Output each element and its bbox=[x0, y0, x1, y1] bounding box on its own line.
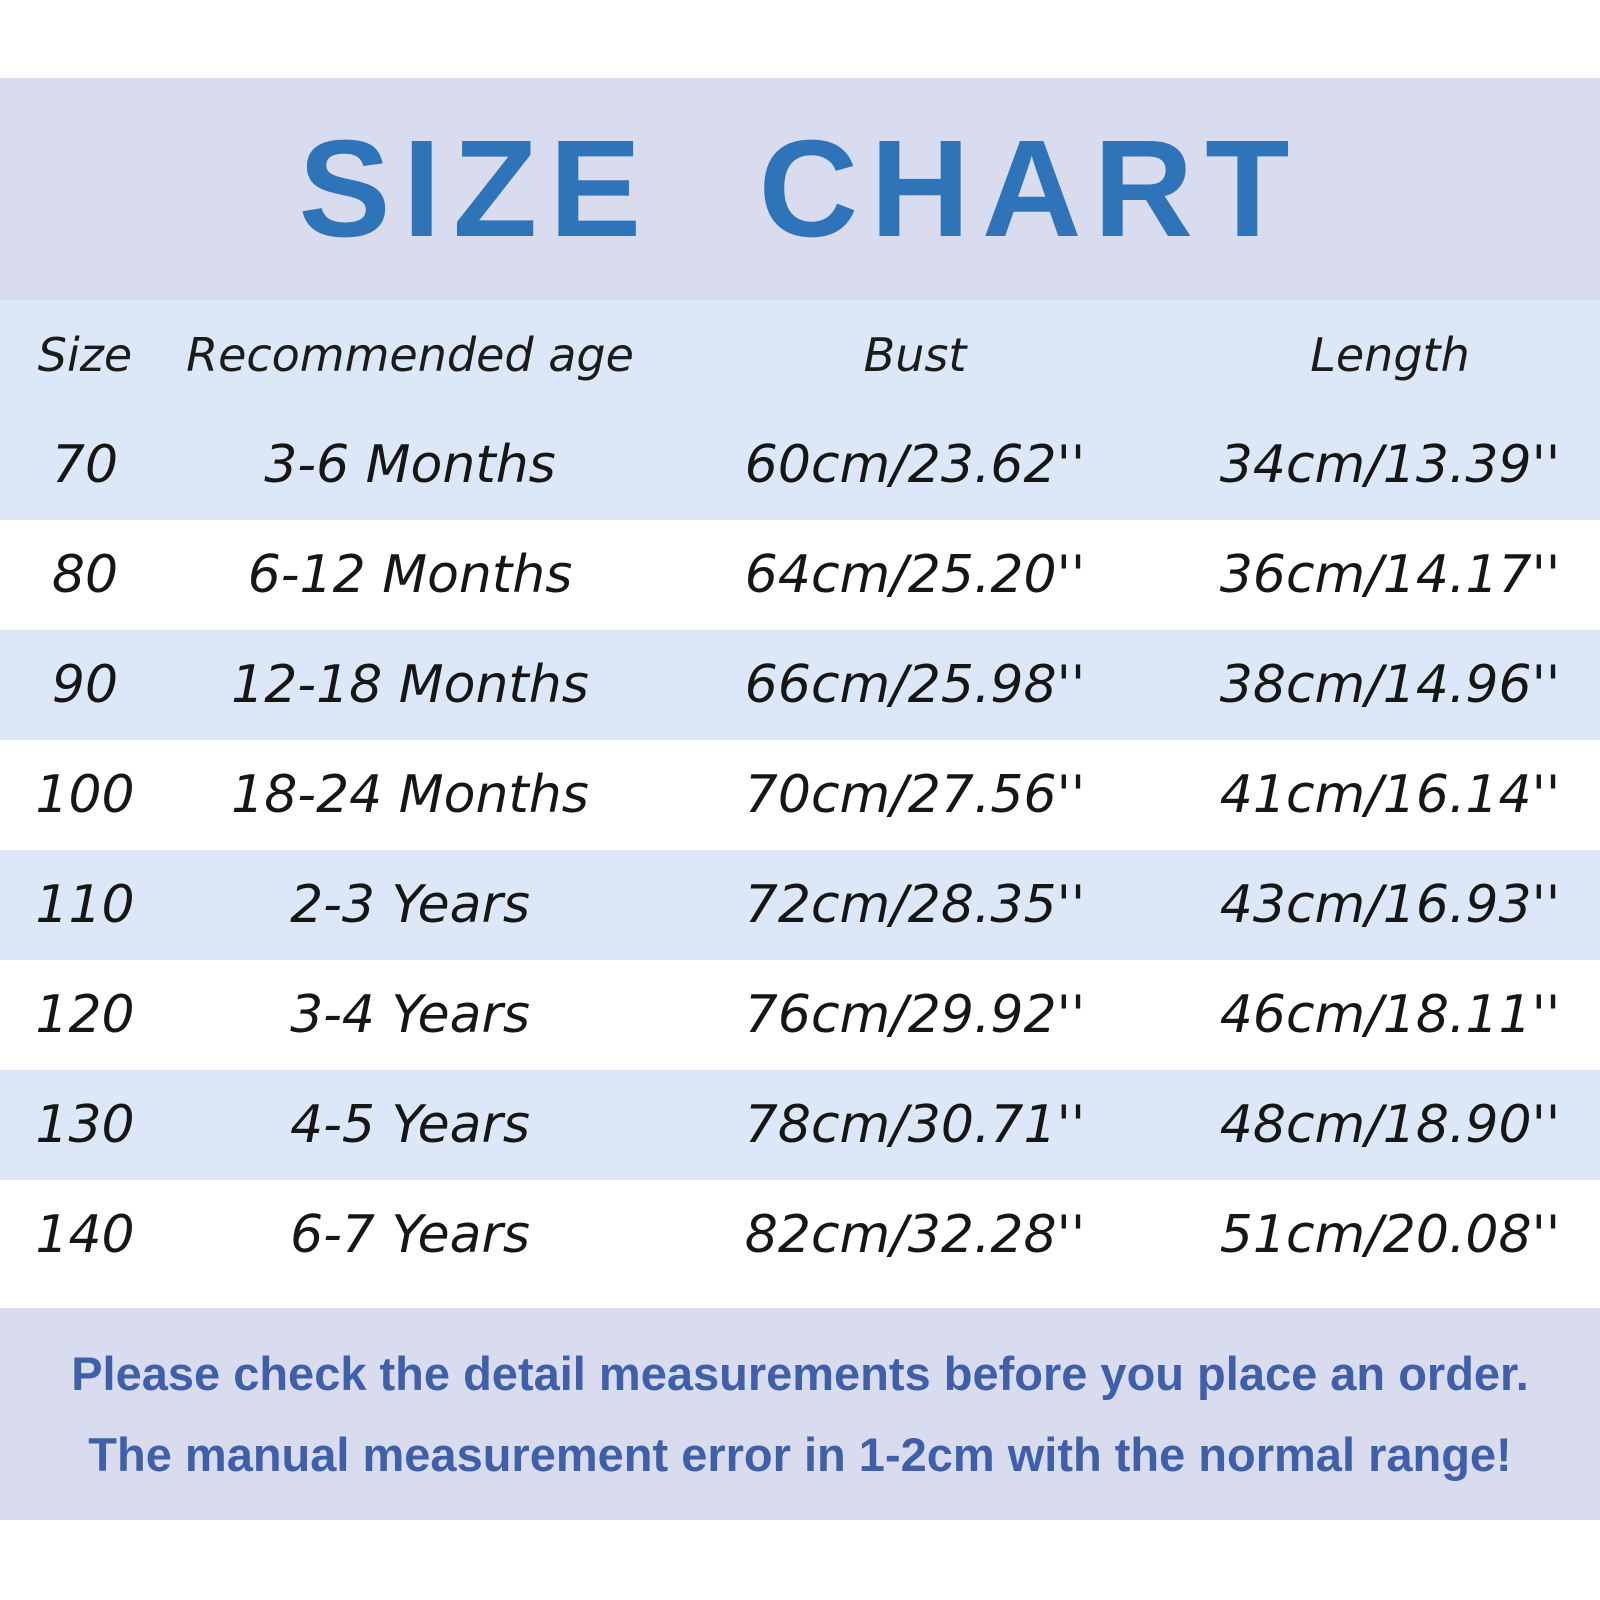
footer-note: Please check the detail measurements bef… bbox=[0, 1308, 1600, 1520]
bust-cell: 72cm/28.35'' bbox=[744, 875, 1086, 935]
length-cell: 43cm/16.93'' bbox=[1219, 875, 1561, 935]
table-row: 130 4-5 Years 78cm/30.71'' 48cm/18.90'' bbox=[0, 1070, 1600, 1180]
size-cell: 130 bbox=[35, 1095, 135, 1155]
size-cell: 70 bbox=[51, 435, 119, 495]
table-row: 140 6-7 Years 82cm/32.28'' 51cm/20.08'' bbox=[0, 1180, 1600, 1290]
length-cell: 46cm/18.11'' bbox=[1219, 985, 1561, 1045]
table-row: 120 3-4 Years 76cm/29.92'' 46cm/18.11'' bbox=[0, 960, 1600, 1070]
bust-cell: 66cm/25.98'' bbox=[744, 655, 1086, 715]
table-row: 70 3-6 Months 60cm/23.62'' 34cm/13.39'' bbox=[0, 410, 1600, 520]
table-row: 110 2-3 Years 72cm/28.35'' 43cm/16.93'' bbox=[0, 850, 1600, 960]
header-cell-size: Size bbox=[37, 328, 133, 382]
length-cell: 34cm/13.39'' bbox=[1219, 435, 1561, 495]
bust-cell: 76cm/29.92'' bbox=[744, 985, 1086, 1045]
bust-cell: 82cm/32.28'' bbox=[744, 1205, 1086, 1265]
age-cell: 18-24 Months bbox=[231, 765, 589, 825]
length-cell: 36cm/14.17'' bbox=[1219, 545, 1561, 605]
size-cell: 90 bbox=[51, 655, 119, 715]
size-cell: 80 bbox=[51, 545, 119, 605]
length-cell: 38cm/14.96'' bbox=[1219, 655, 1561, 715]
age-cell: 3-6 Months bbox=[264, 435, 556, 495]
footer-line-1: Please check the detail measurements bef… bbox=[71, 1347, 1529, 1400]
top-margin bbox=[0, 0, 1600, 78]
age-cell: 3-4 Years bbox=[290, 985, 530, 1045]
table-header-row: Size Recommended age Bust Length bbox=[0, 300, 1600, 410]
length-cell: 48cm/18.90'' bbox=[1219, 1095, 1561, 1155]
size-cell: 100 bbox=[35, 765, 135, 825]
age-cell: 2-3 Years bbox=[290, 875, 530, 935]
table-row: 100 18-24 Months 70cm/27.56'' 41cm/16.14… bbox=[0, 740, 1600, 850]
length-cell: 41cm/16.14'' bbox=[1219, 765, 1561, 825]
footer-line-2: The manual measurement error in 1-2cm wi… bbox=[88, 1428, 1512, 1481]
title-band: SIZE CHART bbox=[0, 78, 1600, 300]
header-cell-age: Recommended age bbox=[186, 328, 634, 382]
table-footer-gap bbox=[0, 1290, 1600, 1308]
age-cell: 12-18 Months bbox=[231, 655, 589, 715]
age-cell: 6-7 Years bbox=[290, 1205, 530, 1265]
size-cell: 120 bbox=[35, 985, 135, 1045]
bust-cell: 64cm/25.20'' bbox=[744, 545, 1086, 605]
bust-cell: 70cm/27.56'' bbox=[744, 765, 1086, 825]
bust-cell: 60cm/23.62'' bbox=[744, 435, 1086, 495]
header-cell-length: Length bbox=[1310, 328, 1470, 382]
age-cell: 6-12 Months bbox=[247, 545, 573, 605]
size-cell: 110 bbox=[35, 875, 135, 935]
table-row: 90 12-18 Months 66cm/25.98'' 38cm/14.96'… bbox=[0, 630, 1600, 740]
length-cell: 51cm/20.08'' bbox=[1219, 1205, 1561, 1265]
bust-cell: 78cm/30.71'' bbox=[744, 1095, 1086, 1155]
size-table: Size Recommended age Bust Length 70 3-6 … bbox=[0, 300, 1600, 1290]
page-title: SIZE CHART bbox=[298, 111, 1302, 266]
age-cell: 4-5 Years bbox=[290, 1095, 530, 1155]
header-cell-bust: Bust bbox=[863, 328, 967, 382]
table-row: 80 6-12 Months 64cm/25.20'' 36cm/14.17'' bbox=[0, 520, 1600, 630]
size-cell: 140 bbox=[35, 1205, 135, 1265]
